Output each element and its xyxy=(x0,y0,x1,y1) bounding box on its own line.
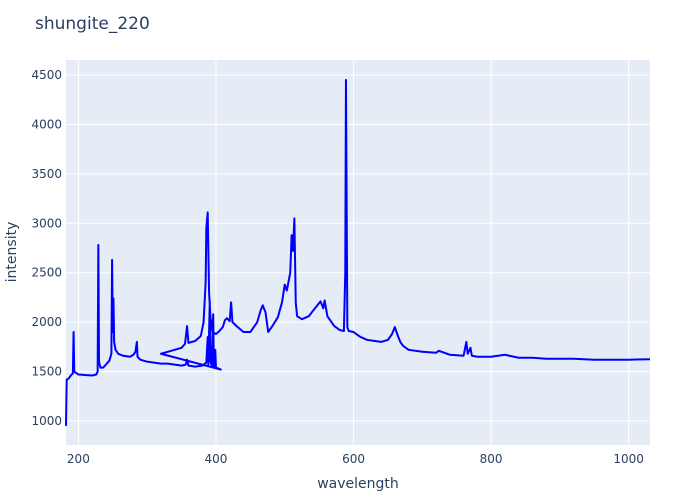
y-tick-label: 1000 xyxy=(31,414,62,428)
y-tick-label: 3000 xyxy=(31,216,62,230)
x-tick-label: 1000 xyxy=(613,452,644,466)
x-tick-label: 200 xyxy=(67,452,90,466)
series-line xyxy=(65,78,651,426)
x-axis-title: wavelength xyxy=(317,476,399,492)
x-tick-label: 800 xyxy=(480,452,503,466)
marks xyxy=(65,78,651,426)
y-tick-label: 1500 xyxy=(31,365,62,379)
plot-area xyxy=(66,60,650,445)
y-tick-label: 2000 xyxy=(31,315,62,329)
y-tick-label: 4500 xyxy=(31,68,62,82)
chart-title: shungite_220 xyxy=(35,14,150,34)
y-tick-label: 2500 xyxy=(31,266,62,280)
y-tick-label: 4000 xyxy=(31,117,62,131)
x-tick-label: 400 xyxy=(205,452,228,466)
x-tick-label: 600 xyxy=(342,452,365,466)
y-axis-title: intensity xyxy=(4,222,20,283)
grid: 200 400 600 800 1000 1000 1500 2000 2500 3000 3500… xyxy=(31,60,650,466)
y-tick-label: 3500 xyxy=(31,167,62,181)
